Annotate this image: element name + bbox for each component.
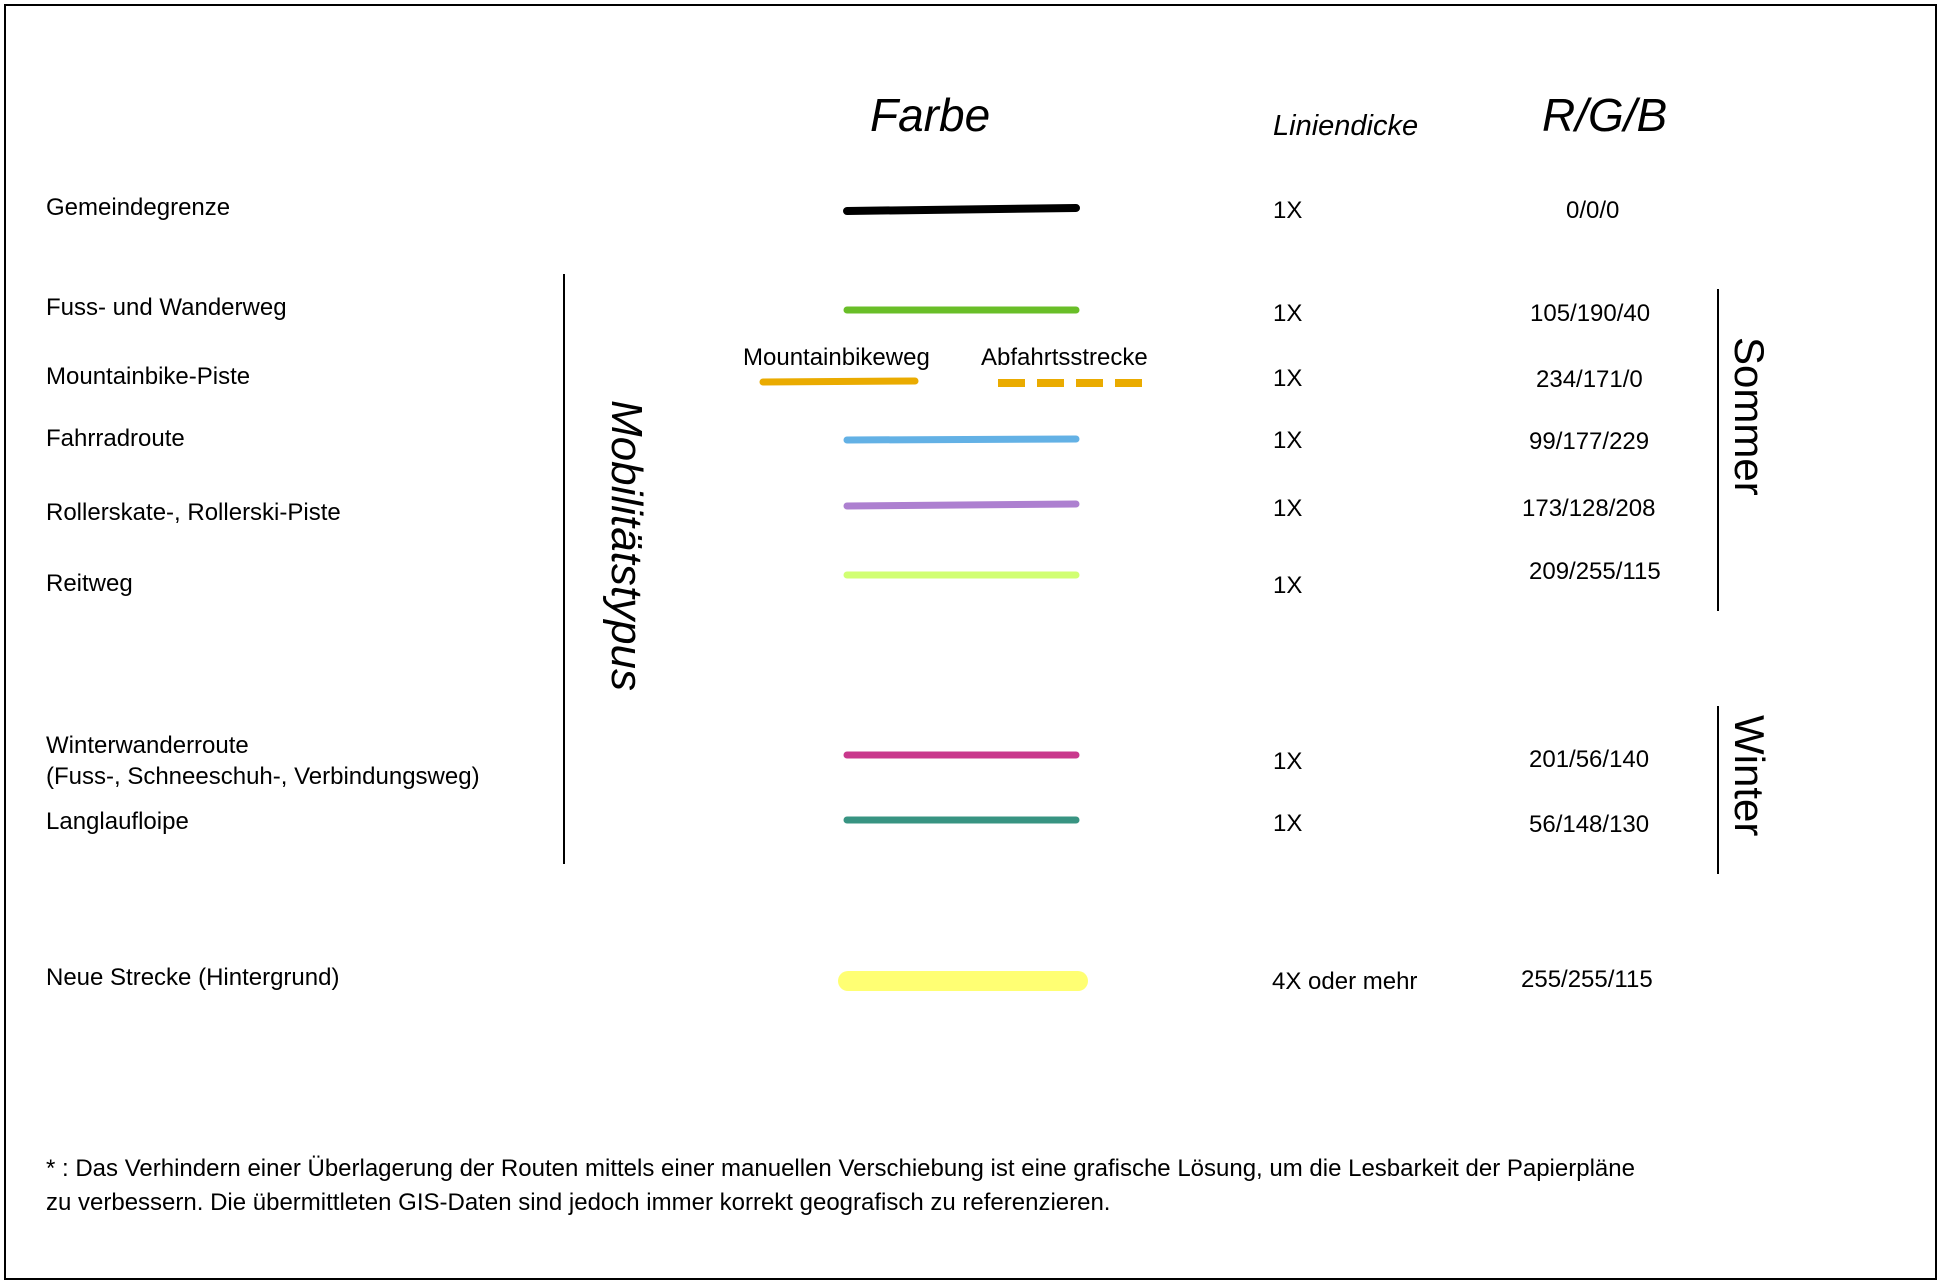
side-label-sommer: Sommer — [1726, 337, 1773, 496]
row-label-mountainbike-piste: Mountainbike-Piste — [46, 363, 251, 390]
thickness-langlaufloipe: 1X — [1273, 810, 1303, 837]
side-label-winter: Winter — [1726, 715, 1773, 837]
thickness-fuss-wanderweg: 1X — [1273, 300, 1303, 327]
header-liniendicke: Liniendicke — [1273, 110, 1419, 142]
thickness-rollerskate: 1X — [1273, 495, 1303, 522]
swatch-mountainbikeweg — [759, 377, 919, 386]
thickness-gemeindegrenze: 1X — [1273, 197, 1303, 224]
sublabel-abfahrtsstrecke: Abfahrtsstrecke — [981, 344, 1148, 371]
swatch-rollerskate — [843, 500, 1080, 510]
rgb-neue-strecke: 255/255/115 — [1521, 966, 1653, 993]
rgb-fuss-wanderweg: 105/190/40 — [1530, 300, 1651, 327]
header-farbe: Farbe — [870, 89, 991, 141]
legend-frame — [4, 4, 1937, 1280]
thickness-winterwanderroute: 1X — [1273, 748, 1303, 775]
row-label-reitweg: Reitweg — [46, 570, 133, 597]
rgb-rollerskate: 173/128/208 — [1522, 495, 1656, 522]
row-label-winterwanderroute-sub: (Fuss-, Schneeschuh-, Verbindungsweg) — [46, 763, 480, 790]
rgb-reitweg: 209/255/115 — [1529, 558, 1661, 585]
sublabel-mountainbikeweg: Mountainbikeweg — [743, 344, 930, 371]
row-label-fahrradroute: Fahrradroute — [46, 425, 185, 452]
footnote: * : Das Verhindern einer Überlagerung de… — [46, 1152, 1896, 1220]
thickness-neue-strecke: 4X oder mehr — [1272, 968, 1418, 995]
thickness-reitweg: 1X — [1273, 572, 1303, 599]
swatch-gemeindegrenze — [843, 204, 1080, 215]
bracket-winter — [1717, 706, 1719, 874]
rgb-fahrradroute: 99/177/229 — [1529, 428, 1650, 455]
row-label-winterwanderroute: Winterwanderroute — [46, 732, 249, 759]
row-label-rollerskate: Rollerskate-, Rollerski-Piste — [46, 499, 341, 526]
row-label-fuss-wanderweg: Fuss- und Wanderweg — [46, 294, 287, 321]
row-label-gemeindegrenze: Gemeindegrenze — [46, 194, 231, 221]
row-label-langlaufloipe: Langlaufloipe — [46, 808, 189, 835]
side-label-mobilitaetstypus: Mobilitätstypus — [602, 400, 651, 692]
bracket-sommer — [1717, 289, 1719, 611]
rgb-gemeindegrenze: 0/0/0 — [1566, 197, 1620, 224]
header-rgb: R/G/B — [1542, 89, 1668, 141]
row-label-neue-strecke: Neue Strecke (Hintergrund) — [46, 964, 340, 991]
swatch-fahrradroute — [843, 435, 1080, 444]
footnote-line-1: * : Das Verhindern einer Überlagerung de… — [46, 1155, 1635, 1182]
rgb-langlaufloipe: 56/148/130 — [1529, 811, 1650, 838]
thickness-mountainbike-piste: 1X — [1273, 365, 1303, 392]
rgb-mountainbike-piste: 234/171/0 — [1536, 366, 1643, 393]
thickness-fahrradroute: 1X — [1273, 427, 1303, 454]
rgb-winterwanderroute: 201/56/140 — [1529, 746, 1650, 773]
footnote-line-2: zu verbessern. Die übermittleten GIS-Dat… — [46, 1189, 1111, 1216]
bracket-mobilitaetstypus — [563, 274, 565, 864]
